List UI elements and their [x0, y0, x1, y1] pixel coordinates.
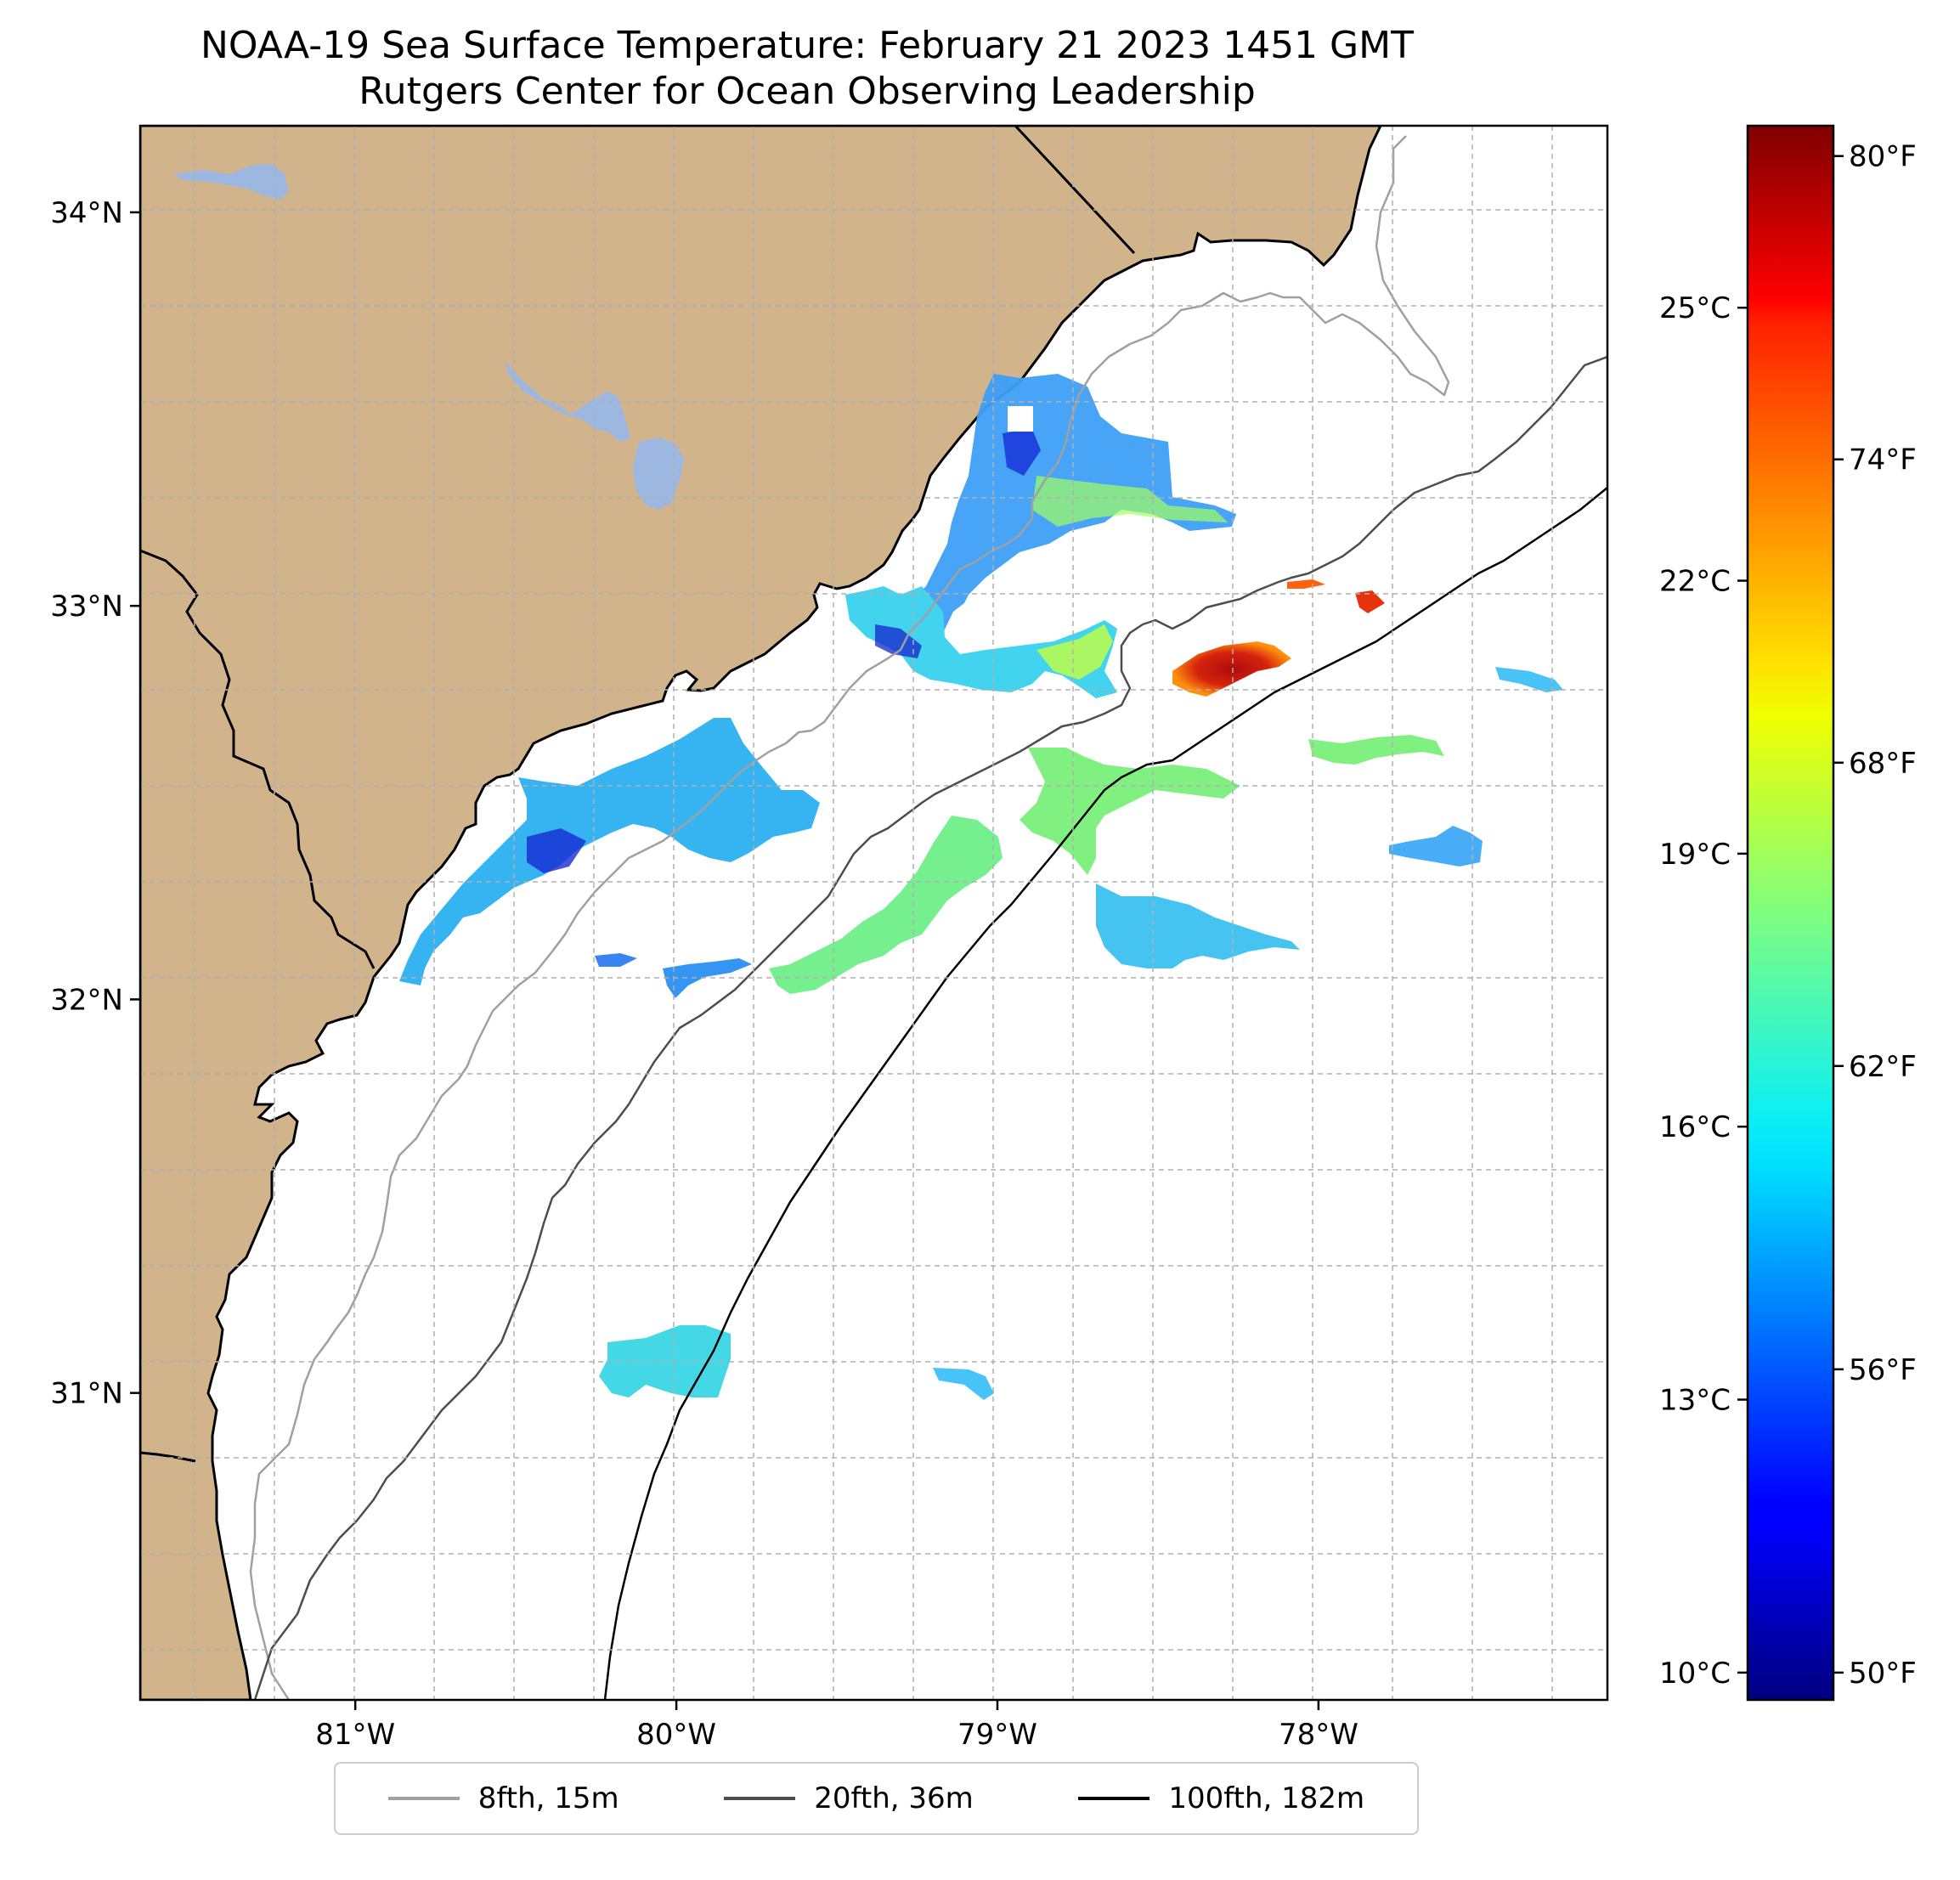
- colorbar: [1746, 124, 1835, 1702]
- sst-patch-far-south-small: [933, 1368, 994, 1400]
- legend-label-20fth: 20fth, 36m: [814, 1781, 974, 1815]
- sst-patch-mid4: [1308, 735, 1444, 765]
- celsius-tick-label: 16°C: [1659, 1110, 1731, 1144]
- fahrenheit-tick-label: 74°F: [1849, 443, 1917, 477]
- latitude-axis: 34°N 33°N 32°N 31°N: [50, 196, 140, 1411]
- lon-tick-label: 81°W: [315, 1718, 395, 1752]
- legend-swatch-100fth: [1078, 1797, 1150, 1800]
- lon-tick-label: 80°W: [636, 1718, 716, 1752]
- lake-marion: [506, 361, 630, 442]
- longitude-axis: 81°W 80°W 79°W 78°W: [315, 1700, 1358, 1752]
- fahrenheit-tick-label: 50°F: [1849, 1657, 1917, 1691]
- legend-swatch-8fth: [387, 1797, 460, 1800]
- sst-patch-central-warm: [1036, 624, 1113, 680]
- isobath-100fth: [603, 487, 1607, 1700]
- legend-label-100fth: 100fth, 182m: [1168, 1781, 1365, 1815]
- lon-tick-label: 79°W: [957, 1718, 1037, 1752]
- lat-tick-label: 32°N: [50, 983, 123, 1017]
- fahrenheit-tick-label: 56°F: [1849, 1353, 1917, 1387]
- sst-patch-sw2: [663, 958, 752, 998]
- land: [140, 126, 1382, 1700]
- colorbar-fahrenheit-axis: 50°F 56°F 62°F 68°F 74°F 80°F: [1833, 140, 1917, 1691]
- colorbar-celsius-axis: 10°C 13°C 16°C 19°C 22°C 25°C: [1659, 291, 1748, 1691]
- sst-patch-warm: [1172, 641, 1291, 697]
- sst-patch-north-green: [1032, 476, 1228, 527]
- gridlines: [140, 126, 1607, 1700]
- sst-patch-north-dark: [1003, 429, 1041, 476]
- celsius-tick-label: 22°C: [1659, 565, 1731, 599]
- sst-patch-southwest: [399, 718, 820, 985]
- map-frame: [138, 124, 1609, 1702]
- lat-tick-label: 31°N: [50, 1377, 123, 1411]
- isobath-20fth: [253, 355, 1607, 1700]
- celsius-tick-label: 13°C: [1659, 1384, 1731, 1418]
- sst-patch-sw3: [595, 953, 637, 967]
- fahrenheit-tick-label: 62°F: [1849, 1050, 1917, 1084]
- sst-patch-southwest-dark: [527, 828, 586, 873]
- fahrenheit-tick-label: 68°F: [1849, 747, 1917, 781]
- isobath-8fth: [249, 135, 1450, 1700]
- lat-tick-label: 34°N: [50, 196, 123, 230]
- sst-gap: [1008, 406, 1033, 432]
- lake-moultrie: [633, 438, 684, 510]
- figure-title: NOAA-19 Sea Surface Temperature: Februar…: [201, 24, 1414, 67]
- celsius-tick-label: 25°C: [1659, 291, 1731, 325]
- isobath-legend: 8fth, 15m 20fth, 36m 100fth, 182m: [334, 1762, 1419, 1835]
- sst-patch-mid1: [769, 816, 1003, 994]
- legend-item-20fth: 20fth, 36m: [724, 1781, 974, 1815]
- isobaths: [249, 135, 1607, 1700]
- sst-patch-warm-small2: [1355, 590, 1385, 613]
- sst-patch-east2: [1495, 667, 1563, 692]
- legend-item-8fth: 8fth, 15m: [387, 1781, 619, 1815]
- sst-patch-east1: [1389, 826, 1483, 867]
- legend-swatch-20fth: [724, 1797, 796, 1800]
- sst-patch-warm-small: [1287, 579, 1325, 589]
- lake-north: [174, 164, 289, 200]
- map-area: [140, 126, 1607, 1700]
- figure-subtitle: Rutgers Center for Ocean Observing Leade…: [359, 70, 1256, 113]
- borders: [140, 126, 1136, 1463]
- fahrenheit-tick-label: 80°F: [1849, 140, 1917, 174]
- sst-patch-mid3: [1096, 884, 1300, 968]
- celsius-tick-label: 19°C: [1659, 838, 1731, 872]
- lon-tick-label: 78°W: [1279, 1718, 1358, 1752]
- lat-tick-label: 33°N: [50, 590, 123, 624]
- celsius-tick-label: 10°C: [1659, 1657, 1731, 1691]
- legend-item-100fth: 100fth, 182m: [1078, 1781, 1364, 1815]
- sst-patch-mid2: [1020, 748, 1240, 875]
- legend-label-8fth: 8fth, 15m: [477, 1781, 619, 1815]
- sst-patch-central-dark: [875, 624, 922, 658]
